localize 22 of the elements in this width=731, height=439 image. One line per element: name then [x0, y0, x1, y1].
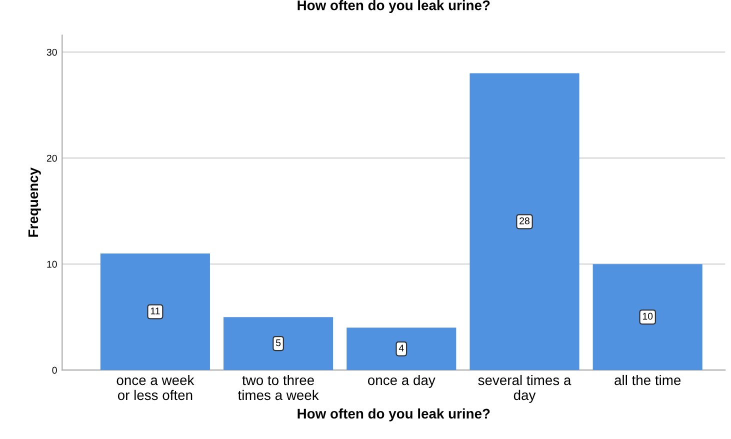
bar [346, 328, 456, 370]
x-axis-title: How often do you leak urine? [298, 408, 490, 422]
data-label: 4 [398, 344, 404, 352]
data-label: 5 [276, 339, 281, 346]
x-tick-label: all the time [614, 374, 681, 386]
chart-title: How often do you leak urine? [298, 0, 490, 13]
y-tick-label: 0 [52, 366, 57, 374]
x-tick-label: several times a day [478, 374, 572, 403]
x-tick-label: once a day [368, 374, 436, 388]
data-label: 10 [642, 312, 653, 320]
data-label: 28 [520, 217, 530, 224]
bar [592, 264, 702, 370]
y-tick-label: 10 [47, 260, 57, 268]
data-label: 11 [150, 308, 160, 314]
bar [224, 317, 334, 370]
y-tick-label: 30 [46, 48, 57, 56]
bar [100, 253, 210, 370]
x-tick-label: two to three times a week [238, 374, 319, 400]
y-tick-label: 20 [46, 154, 57, 162]
y-axis-title: Frequency [28, 168, 41, 237]
bar [470, 73, 580, 370]
x-tick-label: once a week or less often [116, 374, 194, 400]
